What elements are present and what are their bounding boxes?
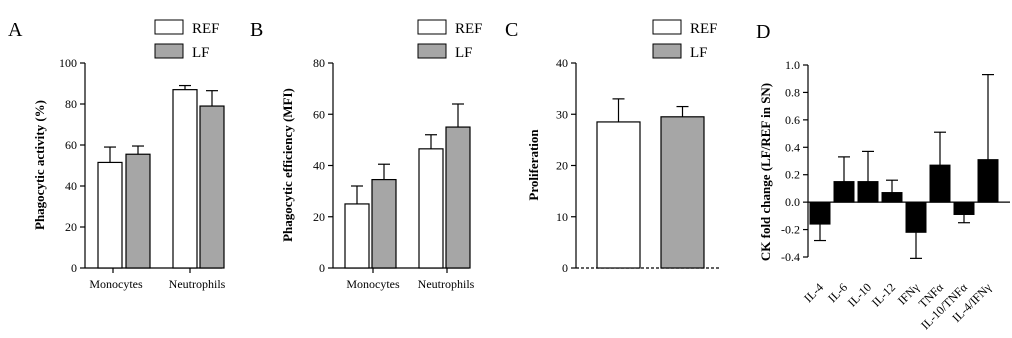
panel-a-y-tick-label: 20 (65, 220, 77, 234)
legend-c-lf-swatch (652, 43, 682, 59)
panel-d-y-tick-label: -0.2 (781, 223, 800, 237)
panel-a-category-label: Monocytes (89, 277, 143, 291)
panel-d-bar (977, 159, 999, 203)
panel-b-y-tick-label: 20 (313, 210, 325, 224)
panel-b-category-label: Monocytes (346, 277, 400, 291)
panel-b-bar-ref (344, 203, 370, 269)
panel-d-category-label: IL-12 (869, 280, 898, 309)
panel-a-bar-lf (125, 153, 151, 269)
panel-letter-a: A (8, 19, 23, 41)
panel-letter-c: C (505, 19, 518, 41)
panel-d-y-tick-label: 1.0 (785, 58, 800, 72)
panel-d-bar (809, 201, 831, 225)
panel-a-y-tick-label: 0 (71, 261, 77, 275)
panel-a-bar-lf (199, 105, 225, 269)
panel-c-bar-lf (660, 116, 705, 269)
legend-a-ref-label: REF (192, 21, 220, 37)
panel-b-y-tick-label: 60 (313, 107, 325, 121)
panel-d-bar (833, 181, 855, 203)
panel-d-y-tick-label: 0.6 (785, 113, 800, 127)
panel-d-y-tick-label: 0.0 (785, 195, 800, 209)
panel-d-bar (953, 201, 975, 215)
panel-a-bar-ref (172, 89, 198, 269)
panel-c-y-axis-title: Proliferation (526, 129, 541, 201)
panel-b-category-label: Neutrophils (418, 277, 475, 291)
panel-c-y-tick-label: 0 (562, 261, 568, 275)
legend-b-lf-label: LF (455, 45, 473, 61)
panel-d-y-axis-title: CK fold change (LF/REF in SN) (758, 83, 773, 261)
panel-d-category-label: IL-4 (801, 280, 826, 305)
panel-b-y-tick-label: 80 (313, 56, 325, 70)
panel-a-y-tick-label: 60 (65, 138, 77, 152)
panel-c-y-tick-label: 20 (556, 159, 568, 173)
panel-a-y-axis-title: Phagocytic activity (%) (32, 100, 47, 230)
panel-d-y-tick-label: 0.4 (785, 140, 800, 154)
panel-a-category-label: Neutrophils (169, 277, 226, 291)
panel-d-y-tick-label: 0.2 (785, 168, 800, 182)
panel-letter-d: D (756, 21, 770, 43)
legend-c-ref-swatch (652, 19, 682, 35)
panel-letter-b: B (250, 19, 263, 41)
panel-c-bar-ref (596, 121, 641, 269)
panel-b-bar-ref (418, 148, 444, 269)
panel-d-bar (881, 192, 903, 203)
panel-a-y-tick-label: 80 (65, 97, 77, 111)
legend-a-lf-swatch (154, 43, 184, 59)
legend-b-ref-label: REF (455, 21, 483, 37)
panel-b-bar-lf (371, 178, 397, 269)
panel-d-bar (905, 201, 927, 233)
panel-d-category-label: IL-10 (845, 280, 874, 309)
legend-c-ref-label: REF (690, 21, 718, 37)
legend-b-lf-swatch (417, 43, 447, 59)
panel-a-bar-ref (97, 161, 123, 269)
panel-d-bar (929, 164, 951, 203)
panel-d-y-tick-label: -0.4 (781, 250, 800, 264)
panel-b-y-axis-title: Phagocytic efficiency (MFI) (280, 88, 295, 242)
panel-b-bar-lf (445, 126, 471, 269)
legend-a-ref-swatch (154, 19, 184, 35)
panel-a-y-tick-label: 100 (59, 56, 77, 70)
panel-d-bar (857, 181, 879, 203)
panel-c-y-tick-label: 30 (556, 107, 568, 121)
legend-a-lf-label: LF (192, 45, 210, 61)
legend-b-ref-swatch (417, 19, 447, 35)
panel-b-y-tick-label: 40 (313, 159, 325, 173)
panel-c-y-tick-label: 10 (556, 210, 568, 224)
panel-b-y-tick-label: 0 (319, 261, 325, 275)
panel-d-y-tick-label: 0.8 (785, 85, 800, 99)
legend-c-lf-label: LF (690, 45, 708, 61)
panel-c-y-tick-label: 40 (556, 56, 568, 70)
panel-a-y-tick-label: 40 (65, 179, 77, 193)
